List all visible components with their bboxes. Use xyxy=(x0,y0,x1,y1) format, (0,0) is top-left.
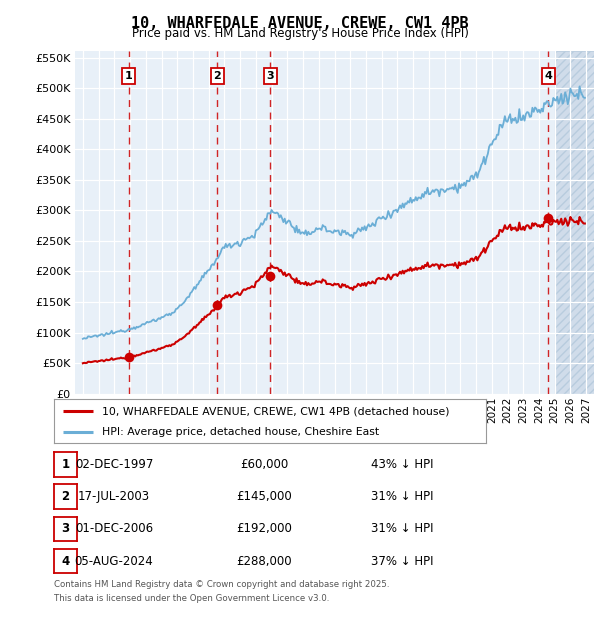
Text: 4: 4 xyxy=(544,71,552,81)
Text: 1: 1 xyxy=(61,458,70,471)
Text: 05-AUG-2024: 05-AUG-2024 xyxy=(74,555,154,567)
Text: 43% ↓ HPI: 43% ↓ HPI xyxy=(371,458,433,471)
Text: £60,000: £60,000 xyxy=(240,458,288,471)
Text: £145,000: £145,000 xyxy=(236,490,292,503)
Text: 4: 4 xyxy=(61,555,70,567)
Text: 3: 3 xyxy=(266,71,274,81)
Text: 2: 2 xyxy=(213,71,221,81)
Bar xyxy=(554,51,594,394)
Text: 02-DEC-1997: 02-DEC-1997 xyxy=(75,458,153,471)
Text: 3: 3 xyxy=(61,523,70,535)
Text: 31% ↓ HPI: 31% ↓ HPI xyxy=(371,490,433,503)
Text: 1: 1 xyxy=(125,71,133,81)
Text: £288,000: £288,000 xyxy=(236,555,292,567)
Text: 2: 2 xyxy=(61,490,70,503)
Text: Price paid vs. HM Land Registry's House Price Index (HPI): Price paid vs. HM Land Registry's House … xyxy=(131,27,469,40)
Text: 10, WHARFEDALE AVENUE, CREWE, CW1 4PB (detached house): 10, WHARFEDALE AVENUE, CREWE, CW1 4PB (d… xyxy=(101,406,449,416)
Text: 31% ↓ HPI: 31% ↓ HPI xyxy=(371,523,433,535)
Text: 01-DEC-2006: 01-DEC-2006 xyxy=(75,523,153,535)
Text: This data is licensed under the Open Government Licence v3.0.: This data is licensed under the Open Gov… xyxy=(54,594,329,603)
Text: £192,000: £192,000 xyxy=(236,523,292,535)
Text: HPI: Average price, detached house, Cheshire East: HPI: Average price, detached house, Ches… xyxy=(101,427,379,437)
Text: 10, WHARFEDALE AVENUE, CREWE, CW1 4PB: 10, WHARFEDALE AVENUE, CREWE, CW1 4PB xyxy=(131,16,469,30)
Bar xyxy=(554,51,594,394)
Text: Contains HM Land Registry data © Crown copyright and database right 2025.: Contains HM Land Registry data © Crown c… xyxy=(54,580,389,590)
Text: 17-JUL-2003: 17-JUL-2003 xyxy=(78,490,150,503)
Text: 37% ↓ HPI: 37% ↓ HPI xyxy=(371,555,433,567)
